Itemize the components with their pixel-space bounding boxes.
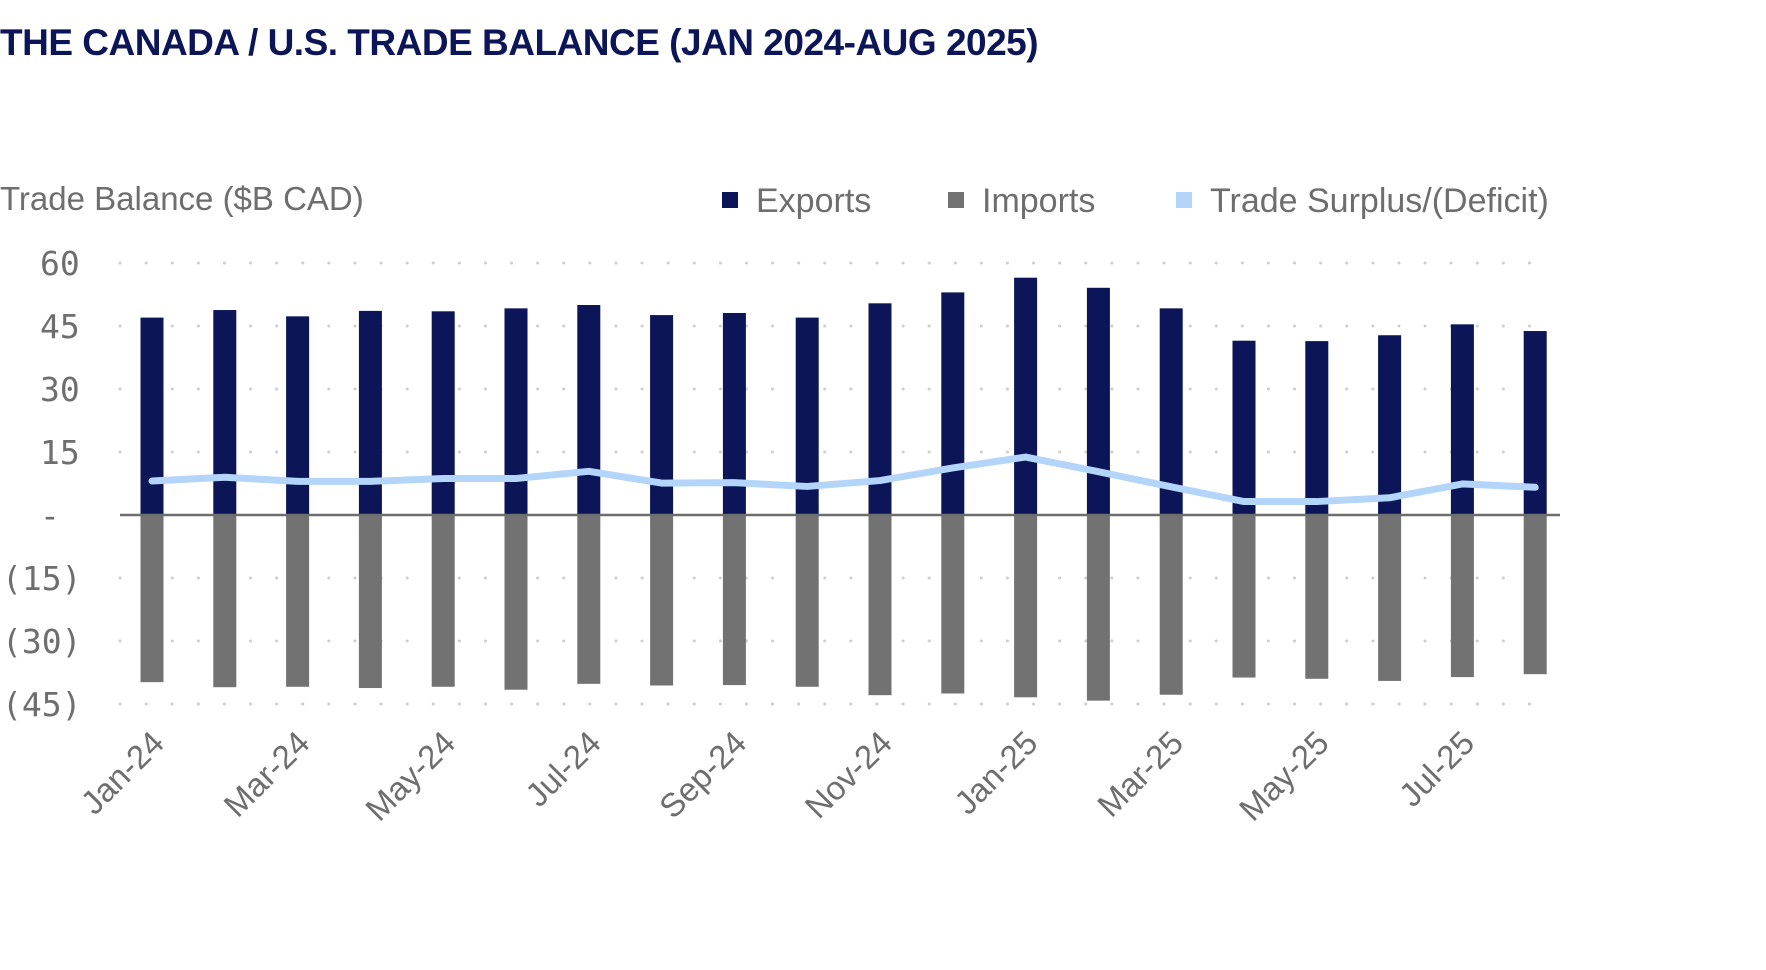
y-tick-label: - xyxy=(40,496,60,535)
bar-exports-aug-25 xyxy=(1523,331,1547,515)
bar-imports-jun-25 xyxy=(1378,515,1402,681)
bar-imports-may-25 xyxy=(1305,515,1329,679)
bar-imports-sep-24 xyxy=(722,515,746,686)
bar-imports-jul-25 xyxy=(1450,515,1474,678)
bar-imports-apr-24 xyxy=(358,515,382,689)
bar-imports-jul-24 xyxy=(577,515,601,684)
bar-exports-may-24 xyxy=(431,311,455,515)
line-trade-surplus xyxy=(148,453,1539,506)
bar-exports-mar-24 xyxy=(286,316,310,515)
bar-exports-jul-24 xyxy=(577,305,601,515)
bar-exports-jun-25 xyxy=(1378,335,1402,515)
x-tick-label: Mar-25 xyxy=(1090,724,1190,824)
x-tick-label: May-24 xyxy=(358,724,462,828)
bar-exports-jan-25 xyxy=(1014,277,1038,515)
legend-label-imports: Imports xyxy=(982,182,1096,220)
bar-imports-mar-24 xyxy=(286,515,310,687)
x-tick-label: Mar-24 xyxy=(216,724,316,824)
legend-swatch-exports xyxy=(722,192,738,209)
bar-exports-feb-24 xyxy=(213,310,237,515)
bar-imports-dec-24 xyxy=(941,515,965,694)
bar-imports-jun-24 xyxy=(504,515,528,690)
bar-exports-may-25 xyxy=(1305,341,1329,515)
legend-item-trade-surplus: Trade Surplus/(Deficit) xyxy=(1176,182,1549,221)
x-tick-label: May-25 xyxy=(1232,724,1336,828)
bar-imports-aug-24 xyxy=(650,515,674,686)
bar-exports-mar-25 xyxy=(1159,308,1183,515)
bar-imports-oct-24 xyxy=(795,515,819,687)
y-tick-label: (15) xyxy=(2,559,81,598)
bar-imports-nov-24 xyxy=(868,515,892,696)
y-tick-label: (45) xyxy=(2,685,81,724)
legend-swatch-trade-surplus xyxy=(1176,192,1192,209)
bar-imports-feb-25 xyxy=(1086,515,1110,701)
bar-exports-jul-25 xyxy=(1450,324,1474,515)
bar-exports-dec-24 xyxy=(941,292,965,515)
bar-imports-aug-25 xyxy=(1523,515,1547,675)
x-tick-label: Jan-25 xyxy=(947,724,1045,822)
legend-item-exports: Exports xyxy=(722,182,871,221)
legend-item-imports: Imports xyxy=(948,182,1095,221)
y-tick-label: 15 xyxy=(40,433,80,472)
bar-exports-jun-24 xyxy=(504,308,528,515)
x-tick-label: Jul-25 xyxy=(1392,724,1482,814)
y-tick-label: (30) xyxy=(2,622,81,661)
y-tick-label: 30 xyxy=(40,370,80,409)
y-tick-label: 45 xyxy=(40,307,80,346)
x-tick-label: Jan-24 xyxy=(73,724,171,822)
bar-exports-aug-24 xyxy=(650,315,674,515)
bar-imports-may-24 xyxy=(431,515,455,687)
bar-imports-jan-25 xyxy=(1014,515,1038,698)
legend-label-trade-surplus: Trade Surplus/(Deficit) xyxy=(1210,182,1549,220)
bar-exports-apr-24 xyxy=(358,310,382,515)
bar-imports-feb-24 xyxy=(213,515,237,688)
legend-swatch-imports xyxy=(948,192,964,209)
bar-imports-mar-25 xyxy=(1159,515,1183,695)
bar-exports-apr-25 xyxy=(1232,340,1256,515)
bar-imports-apr-25 xyxy=(1232,515,1256,678)
x-tick-label: Jul-24 xyxy=(518,724,608,814)
bar-exports-oct-24 xyxy=(795,317,819,515)
y-tick-label: 60 xyxy=(40,244,80,283)
bar-imports-jan-24 xyxy=(140,515,164,683)
bar-exports-nov-24 xyxy=(868,303,892,515)
legend-label-exports: Exports xyxy=(756,182,872,220)
y-axis-label: Trade Balance ($B CAD) xyxy=(0,180,364,217)
bar-exports-sep-24 xyxy=(722,312,746,515)
x-tick-label: Nov-24 xyxy=(798,724,899,825)
bar-exports-feb-25 xyxy=(1086,287,1110,515)
x-tick-label: Sep-24 xyxy=(652,724,753,825)
chart-title: THE CANADA / U.S. TRADE BALANCE (JAN 202… xyxy=(0,22,1039,63)
bar-exports-jan-24 xyxy=(140,317,164,515)
